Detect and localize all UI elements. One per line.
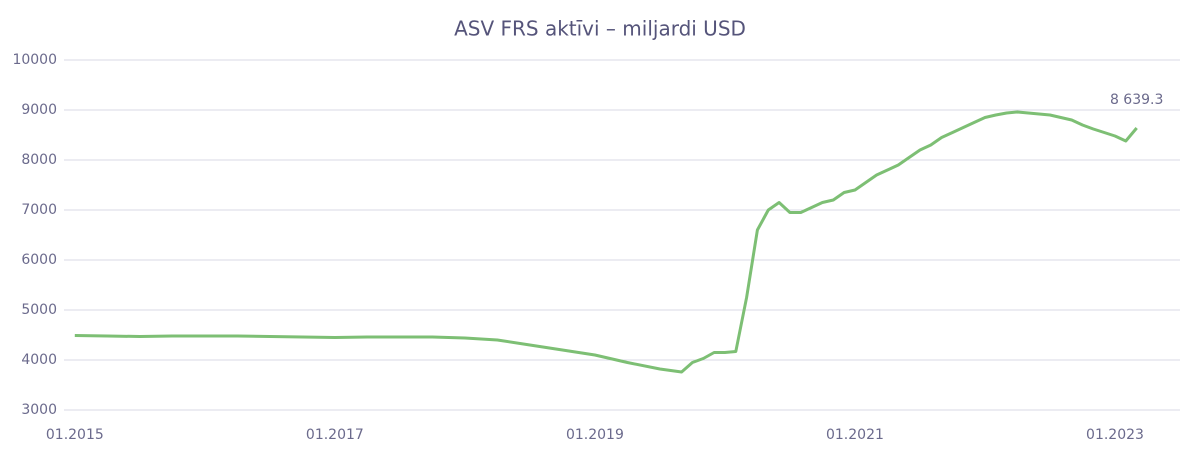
x-tick-label: 01.2021 (826, 427, 884, 443)
data-label: 8 639.3 (1110, 92, 1163, 108)
line (74, 110, 1138, 374)
chart-title: ASV FRS aktīvi – miljardi USD (454, 17, 746, 41)
y-tick-label: 5000 (21, 302, 57, 318)
y-tick-label: 9000 (21, 102, 57, 118)
x-tick-label: 01.2017 (306, 427, 364, 443)
y-tick-label: 10000 (12, 52, 57, 68)
y-tick-label: 6000 (21, 252, 57, 268)
y-tick-label: 3000 (21, 402, 57, 418)
x-tick-label: 01.2019 (566, 427, 624, 443)
x-tick-label: 01.2015 (46, 427, 104, 443)
y-tick-label: 7000 (21, 202, 57, 218)
y-tick-label: 8000 (21, 152, 57, 168)
x-tick-label: 01.2023 (1086, 427, 1144, 443)
y-tick-label: 4000 (21, 352, 57, 368)
